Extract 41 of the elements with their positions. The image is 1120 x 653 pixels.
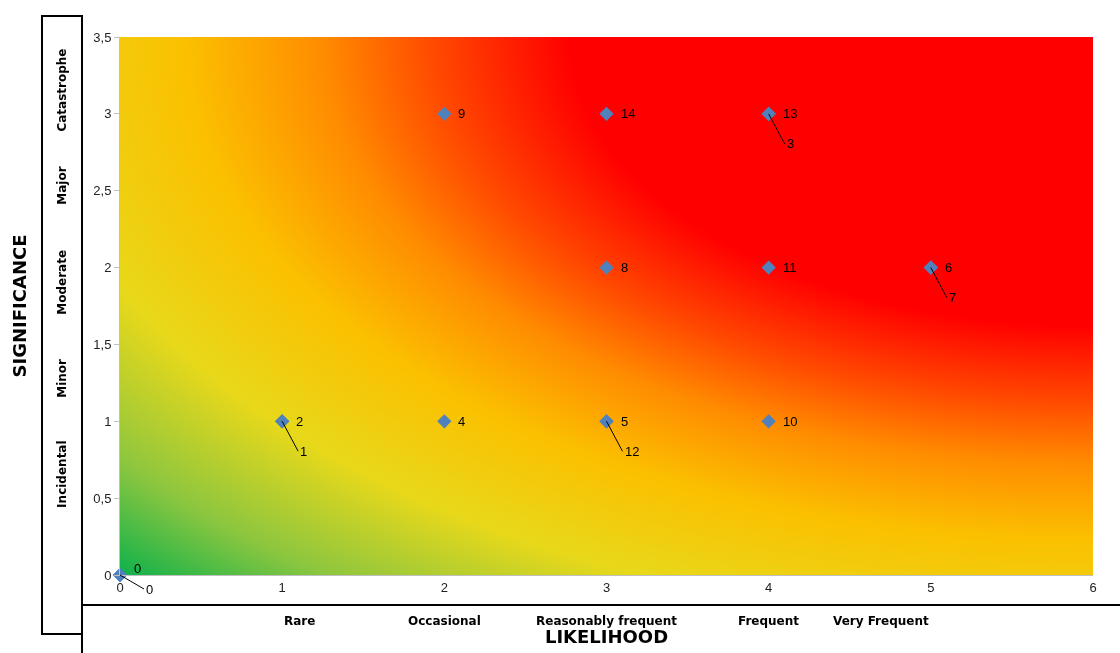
text: Moderate <box>54 249 69 315</box>
x-tick-label: 0 <box>116 579 124 595</box>
x-tick-label: 5 <box>927 579 935 595</box>
annotation: 1 <box>300 444 308 459</box>
text: Frequent <box>738 614 800 628</box>
annotation: 7 <box>949 290 957 305</box>
x-tick-label: 3 <box>602 579 611 595</box>
annotation: 9 <box>458 106 466 121</box>
text: Incidental <box>54 440 69 508</box>
text: Rare <box>284 614 316 628</box>
annotation: 6 <box>945 260 953 275</box>
y-tick-label: 0 <box>104 567 112 583</box>
text: Minor <box>54 358 69 398</box>
y-axis-title: SIGNIFICANCE <box>8 234 30 378</box>
annotation: 3 <box>787 136 795 151</box>
y-tick-label: 2,5 <box>93 183 112 199</box>
annotation: 8 <box>621 260 629 275</box>
annotation: 2 <box>296 414 304 429</box>
annotation: 13 <box>783 106 798 121</box>
annotation: 4 <box>458 414 466 429</box>
y-tick-label: 3,5 <box>93 29 112 45</box>
x-tick-label: 2 <box>440 579 448 595</box>
text: Very Frequent <box>833 614 929 628</box>
annotation: 14 <box>621 106 636 121</box>
x-tick-label: 1 <box>278 579 286 595</box>
text: Occasional <box>408 614 481 628</box>
y-tick-label: 0,5 <box>93 490 112 506</box>
annotation: 12 <box>625 444 640 459</box>
text: Reasonably frequent <box>536 614 678 628</box>
annotation: 11 <box>783 260 797 275</box>
annotation: 5 <box>621 414 629 429</box>
annotation: 0 <box>134 561 142 576</box>
y-tick-label: 1 <box>104 413 112 429</box>
y-tick-label: 1,5 <box>93 336 112 352</box>
x-tick-label: 6 <box>1089 579 1097 595</box>
text: Major <box>54 166 69 205</box>
x-tick-label: 4 <box>765 579 773 595</box>
annotation: 10 <box>783 414 798 429</box>
y-tick-label: 3 <box>104 106 112 122</box>
y-tick-label: 2 <box>104 260 112 276</box>
text: Catastrophe <box>54 48 69 132</box>
